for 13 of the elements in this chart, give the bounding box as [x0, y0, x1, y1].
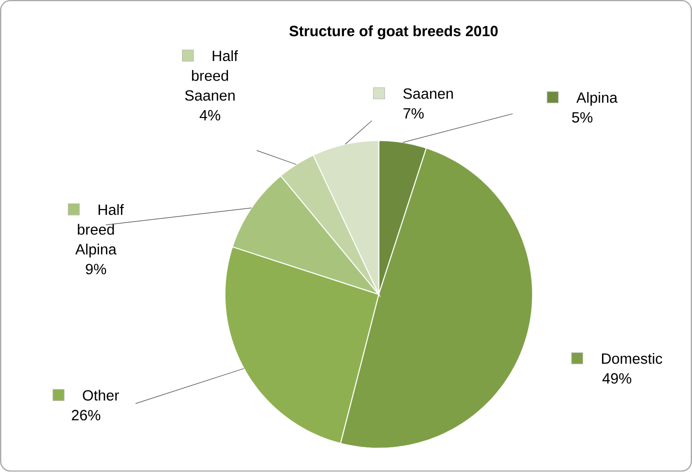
legend-label: Half breed Saanen	[185, 50, 238, 101]
data-label: 4%	[200, 110, 220, 121]
data-label: 5%	[572, 112, 592, 123]
data-label: 9%	[86, 264, 106, 274]
legend-label: Half breed Alpina	[75, 204, 124, 258]
chart-title: Structure of goat breeds 2010	[289, 26, 498, 40]
legend-label: Saanen	[403, 88, 453, 100]
data-label: 49%	[602, 373, 632, 384]
legend-label: Alpina	[576, 92, 618, 106]
legend-label: Other	[82, 390, 119, 401]
data-label: 7%	[404, 108, 424, 119]
data-label: 26%	[72, 410, 100, 421]
legend-label: Domestic	[602, 353, 662, 364]
